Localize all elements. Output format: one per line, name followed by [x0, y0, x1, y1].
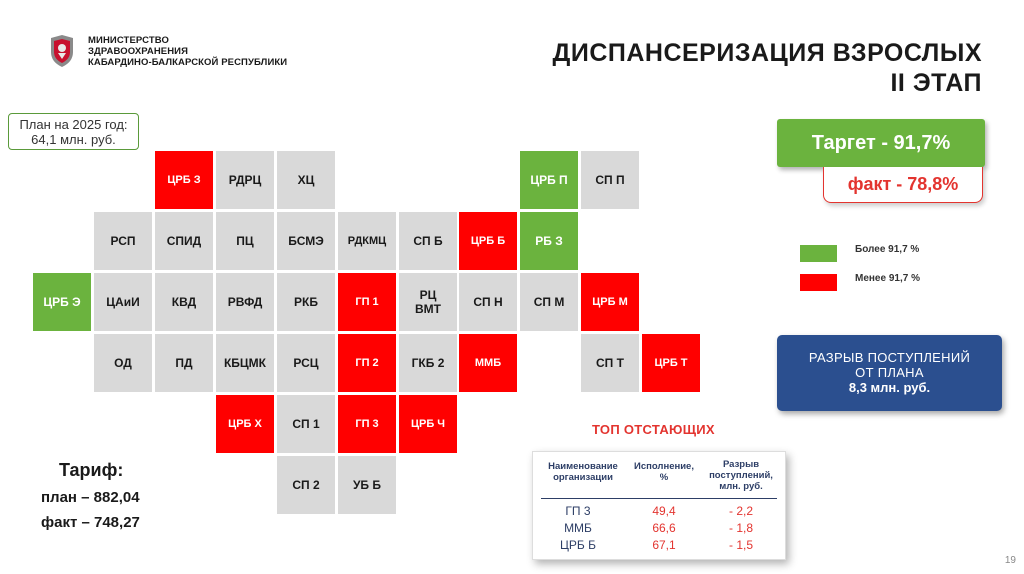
ministry-header: МИНИСТЕРСТВО ЗДРАВООХРАНЕНИЯ КАБАРДИНО-Б…	[48, 34, 287, 68]
grid-cell[interactable]: РЦ ВМТ	[399, 273, 457, 331]
page-title-line1: ДИСПАНСЕРИЗАЦИЯ ВЗРОСЛЫХ	[552, 39, 982, 67]
coat-of-arms-icon	[51, 35, 73, 67]
column-header-exec-line2: %	[659, 472, 669, 483]
grid-cell[interactable]: СПИД	[155, 212, 213, 270]
grid-cell[interactable]: РБ З	[520, 212, 578, 270]
grid-cell[interactable]: СП Б	[399, 212, 457, 270]
grid-cell[interactable]: ОД	[94, 334, 152, 392]
ministry-name-line2: ЗДРАВООХРАНЕНИЯ	[88, 45, 189, 57]
grid-cell[interactable]: ЦРБ Х	[216, 395, 274, 453]
grid-cell[interactable]: СП 1	[277, 395, 335, 453]
tariff-plan: план – 882,04	[41, 489, 140, 506]
page-number: 19	[1004, 555, 1016, 566]
grid-cell[interactable]: РСП	[94, 212, 152, 270]
grid-cell[interactable]: ГП 1	[338, 273, 396, 331]
column-header-gap-line2: поступлений,	[709, 470, 773, 481]
tariff-fact: факт – 748,27	[41, 514, 140, 531]
column-header-name-line2: организации	[553, 472, 613, 483]
grid-cell[interactable]: ГП 2	[338, 334, 396, 392]
column-header-exec-line1: Исполнение,	[634, 461, 694, 472]
legend-below-label: Менее 91,7 %	[855, 273, 920, 284]
plan-box: План на 2025 год: 64,1 млн. руб.	[8, 113, 139, 150]
grid-cell[interactable]: ЦРБ Б	[459, 212, 517, 270]
grid-cell[interactable]: ЦРБ Э	[33, 273, 91, 331]
legend-above-swatch	[800, 245, 837, 262]
column-header-name: Наименование организации	[538, 461, 628, 483]
column-header-exec: Исполнение, %	[629, 461, 699, 483]
column-header-gap-line1: Разрыв	[722, 459, 760, 470]
row-name: ЦРБ Б	[560, 538, 596, 552]
grid-cell[interactable]: ЦРБ Т	[642, 334, 700, 392]
grid-cell[interactable]: ММБ	[459, 334, 517, 392]
grid-cell[interactable]: ЦРБ М	[581, 273, 639, 331]
row-exec: 66,6	[652, 521, 676, 535]
gap-value: 8,3 млн. руб.	[848, 380, 931, 395]
grid-cell[interactable]: РДКМЦ	[338, 212, 396, 270]
row-gap: - 2,2	[728, 504, 753, 518]
grid-cell[interactable]: ХЦ	[277, 151, 335, 209]
grid-cell[interactable]: РКБ	[277, 273, 335, 331]
column-header-gap: Разрыв поступлений, млн. руб.	[701, 459, 781, 492]
grid-cell[interactable]: РСЦ	[277, 334, 335, 392]
gap-line2: ОТ ПЛАНА	[855, 365, 924, 380]
header-divider	[541, 498, 777, 499]
ministry-name-line1: МИНИСТЕРСТВО	[88, 34, 169, 46]
row-exec: 49,4	[652, 504, 676, 518]
grid-cell[interactable]: РДРЦ	[216, 151, 274, 209]
grid-cell[interactable]: СП М	[520, 273, 578, 331]
grid-cell[interactable]: СП 2	[277, 456, 335, 514]
top-lagging-table: Наименование организации Исполнение, % Р…	[532, 451, 786, 560]
grid-cell[interactable]: СП Т	[581, 334, 639, 392]
row-gap: - 1,8	[728, 521, 753, 535]
row-gap: - 1,5	[728, 538, 753, 552]
row-exec: 67,1	[652, 538, 676, 552]
fact-badge: факт - 78,8%	[823, 167, 983, 203]
tariff-heading: Тариф:	[59, 460, 124, 480]
grid-cell[interactable]: ЦРБ П	[520, 151, 578, 209]
grid-cell[interactable]: БСМЭ	[277, 212, 335, 270]
grid-cell[interactable]: ГКБ 2	[399, 334, 457, 392]
column-header-name-line1: Наименование	[548, 461, 618, 472]
plan-value: 64,1 млн. руб.	[31, 132, 116, 147]
revenue-gap-box: РАЗРЫВ ПОСТУПЛЕНИЙ ОТ ПЛАНА 8,3 млн. руб…	[777, 335, 1002, 411]
page-title-line2: II ЭТАП	[890, 69, 982, 97]
grid-cell[interactable]: КБЦМК	[216, 334, 274, 392]
grid-cell[interactable]: ЦАиИ	[94, 273, 152, 331]
grid-cell[interactable]: СП П	[581, 151, 639, 209]
ministry-name-line3: КАБАРДИНО-БАЛКАРСКОЙ РЕСПУБЛИКИ	[88, 56, 288, 68]
grid-cell[interactable]: СП Н	[459, 273, 517, 331]
row-name: ГП 3	[565, 504, 591, 518]
grid-cell[interactable]: РВФД	[216, 273, 274, 331]
grid-cell[interactable]: ПЦ	[216, 212, 274, 270]
legend-below-swatch	[800, 274, 837, 291]
column-header-gap-line3: млн. руб.	[719, 481, 763, 492]
grid-cell[interactable]: ЦРБ З	[155, 151, 213, 209]
grid-cell[interactable]: УБ Б	[338, 456, 396, 514]
grid-cell[interactable]: ПД	[155, 334, 213, 392]
page-title: ДИСПАНСЕРИЗАЦИЯ ВЗРОСЛЫХ II ЭТАП	[553, 38, 982, 98]
row-name: ММБ	[564, 521, 592, 535]
grid-cell[interactable]: ЦРБ Ч	[399, 395, 457, 453]
ministry-name: МИНИСТЕРСТВО ЗДРАВООХРАНЕНИЯ КАБАРДИНО-Б…	[88, 35, 287, 68]
target-badge: Таргет - 91,7%	[777, 119, 985, 167]
plan-label: План на 2025 год:	[19, 117, 128, 132]
gap-line1: РАЗРЫВ ПОСТУПЛЕНИЙ	[808, 350, 971, 365]
grid-cell[interactable]: КВД	[155, 273, 213, 331]
grid-cell[interactable]: ГП 3	[338, 395, 396, 453]
legend-above-label: Более 91,7 %	[855, 244, 920, 255]
top-lagging-title: ТОП ОТСТАЮЩИХ	[592, 422, 715, 437]
